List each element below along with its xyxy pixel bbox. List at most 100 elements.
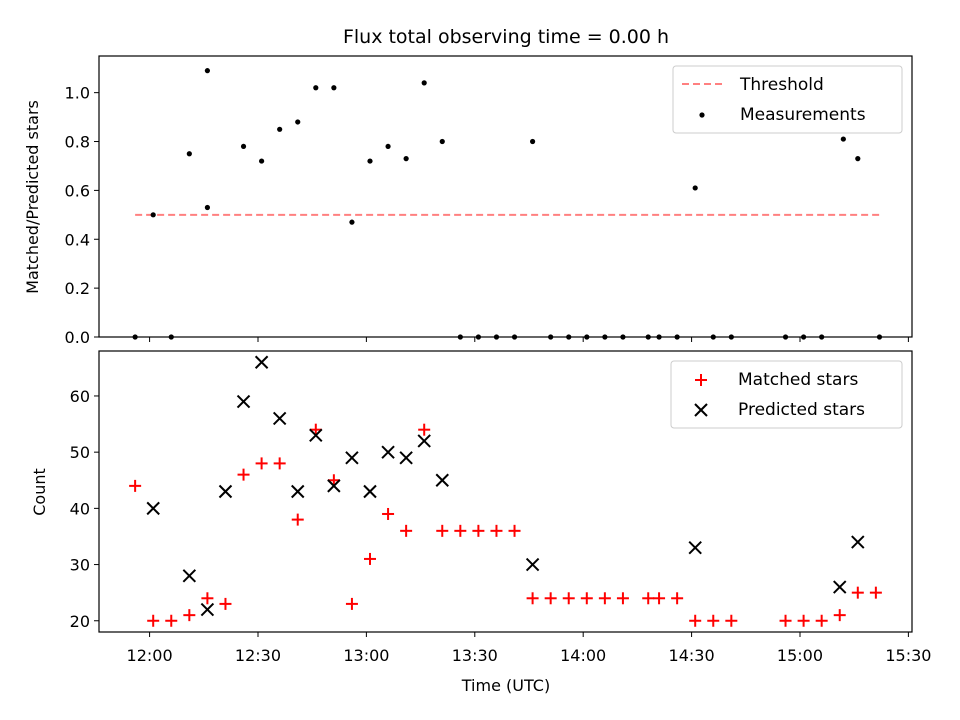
x-tick-label: 12:00 <box>127 646 173 665</box>
measurement-point <box>204 204 210 211</box>
matched-star-point <box>815 614 828 627</box>
legend-predicted-label: Predicted stars <box>738 400 865 420</box>
predicted-star-point <box>833 580 847 594</box>
matched-star-point <box>526 592 539 605</box>
x-tick-label: 15:30 <box>885 646 931 665</box>
measurement-point <box>566 334 572 340</box>
measurement-point <box>493 334 500 340</box>
matched-star-point <box>544 592 557 605</box>
matched-star-point <box>833 609 846 622</box>
bottom-y-tick-label: 30 <box>70 556 90 575</box>
predicted-stars-points <box>146 355 865 617</box>
predicted-star-point <box>182 569 197 583</box>
predicted-star-point <box>272 411 287 426</box>
measurement-point <box>602 334 608 340</box>
predicted-star-point <box>525 557 540 572</box>
bottom-axis-ticks: 20 30 40 50 60 12:00 12:30 13:00 13:30 14:00 14:30… <box>70 387 932 665</box>
matched-star-point <box>382 507 395 520</box>
measurement-point <box>530 138 536 145</box>
measurement-point <box>475 334 481 340</box>
measurement-point <box>457 334 463 340</box>
predicted-star-point <box>146 501 160 516</box>
predicted-star-point <box>435 473 449 487</box>
bottom-y-tick-label: 40 <box>70 499 90 518</box>
measurement-point <box>674 334 680 340</box>
matched-star-point <box>725 614 738 627</box>
measurement-point <box>728 334 734 340</box>
predicted-star-point <box>417 434 431 448</box>
measurements-points <box>132 68 883 340</box>
measurement-point <box>204 68 210 74</box>
measurement-point <box>132 334 138 340</box>
measurement-point <box>855 156 861 162</box>
top-y-tick-label: 0.4 <box>65 230 90 249</box>
x-tick-label: 12:30 <box>235 646 281 665</box>
x-tick-label: 13:00 <box>343 646 389 665</box>
legend-threshold-label: Threshold <box>739 75 824 95</box>
measurement-point <box>385 143 391 150</box>
matched-star-point <box>616 592 629 605</box>
matched-star-point <box>454 524 467 537</box>
matched-star-point <box>273 457 286 470</box>
top-y-tick-label: 0.6 <box>65 181 90 200</box>
bottom-y-axis-label: Count <box>30 468 49 516</box>
bottom-legend: Matched stars Predicted stars <box>670 360 903 429</box>
legend-measurements-label: Measurements <box>740 105 866 125</box>
measurement-point <box>313 85 319 91</box>
measurement-point <box>840 136 846 142</box>
legend-matched-label: Matched stars <box>738 370 858 390</box>
top-legend: Threshold Measurements <box>672 65 903 134</box>
top-axis-ticks: 0.0 0.2 0.4 0.6 0.8 1.0 <box>65 84 909 347</box>
matched-star-point <box>255 457 268 470</box>
x-axis-label: Time (UTC) <box>461 676 550 695</box>
matched-star-point <box>400 524 413 537</box>
matched-star-point <box>418 423 431 436</box>
legend-matched-swatch <box>695 374 707 386</box>
matched-star-point <box>327 474 340 487</box>
matched-star-point <box>689 614 702 627</box>
measurement-point <box>349 219 355 225</box>
bottom-plot-frame <box>98 350 913 633</box>
x-tick-label: 13:30 <box>452 646 498 665</box>
predicted-star-point <box>327 479 341 493</box>
top-plot-frame <box>98 55 913 338</box>
legend-predicted-swatch <box>694 403 708 417</box>
top-y-axis-label: Matched/Predicted stars <box>23 100 42 294</box>
predicted-star-point <box>399 451 413 465</box>
x-tick-label: 15:00 <box>777 646 823 665</box>
bottom-y-tick-label: 60 <box>70 387 90 406</box>
matched-star-point <box>508 524 521 537</box>
bottom-legend-box <box>670 360 903 429</box>
matched-star-point <box>309 423 322 436</box>
matched-star-point <box>183 609 196 622</box>
measurement-point <box>819 334 825 340</box>
matched-star-point <box>345 597 358 610</box>
measurement-point <box>620 334 626 340</box>
matched-star-point <box>653 592 666 605</box>
matched-star-point <box>562 592 575 605</box>
top-y-tick-label: 0.0 <box>65 328 90 347</box>
matched-star-point <box>147 614 160 627</box>
top-chart-title: Flux total observing time = 0.00 h <box>343 26 669 48</box>
matched-stars-points <box>129 423 882 627</box>
x-tick-label: 14:00 <box>560 646 606 665</box>
matched-star-point <box>580 592 593 605</box>
measurement-point <box>150 212 156 218</box>
measurement-point <box>584 334 590 340</box>
top-y-tick-label: 0.2 <box>65 279 90 298</box>
predicted-star-point <box>309 428 323 443</box>
measurement-point <box>168 334 174 340</box>
matched-star-point <box>797 614 810 627</box>
matched-star-point <box>364 552 376 565</box>
predicted-star-point <box>291 484 305 499</box>
measurement-point <box>186 151 192 157</box>
matched-star-point <box>779 614 792 627</box>
matched-star-point <box>291 513 304 526</box>
matched-star-point <box>598 592 611 605</box>
measurement-point <box>692 185 698 191</box>
measurement-point <box>710 334 716 340</box>
measurement-point <box>367 158 373 164</box>
measurement-point <box>421 80 427 86</box>
predicted-star-point <box>851 535 865 549</box>
